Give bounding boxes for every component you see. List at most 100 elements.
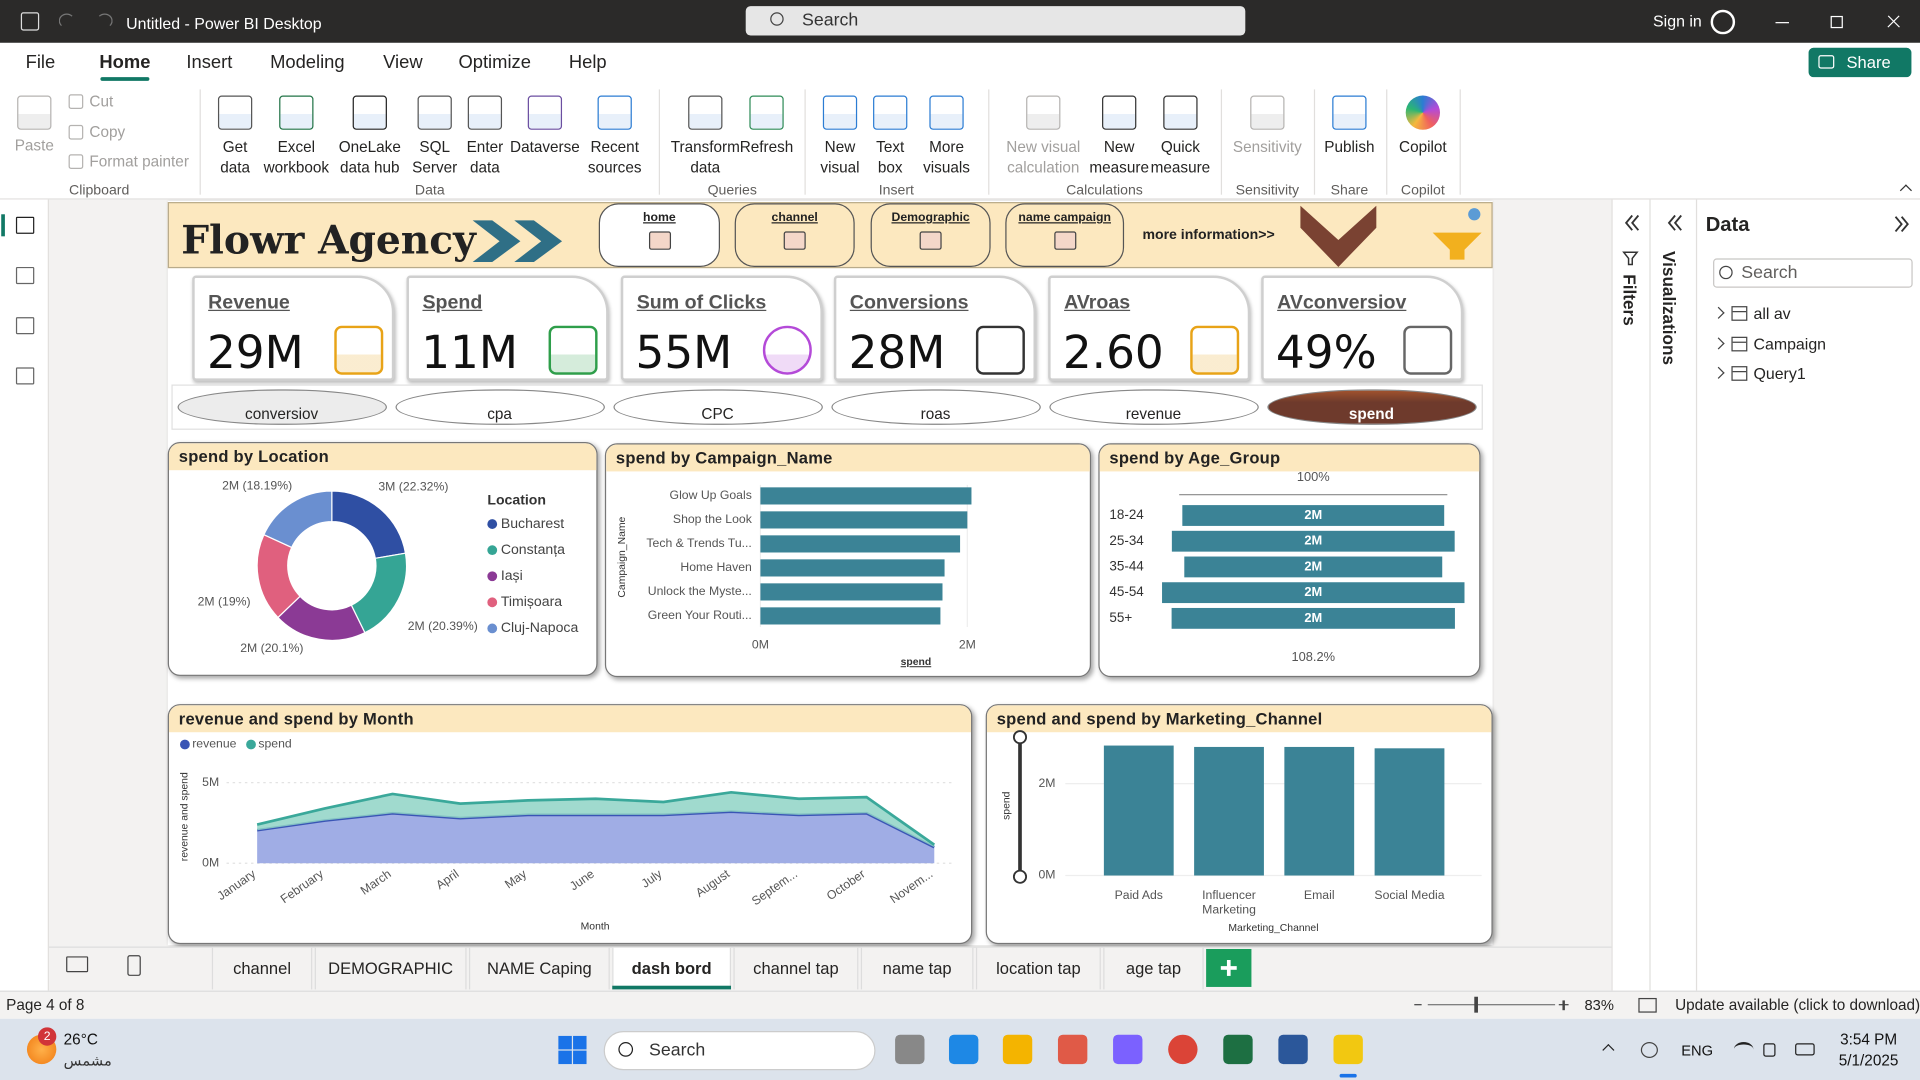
page-tab-label[interactable]: age tap [1125, 959, 1182, 978]
view-icon[interactable] [15, 216, 35, 234]
taskbar-search[interactable] [603, 1031, 876, 1071]
ribbon-button-label[interactable]: New measure [1089, 138, 1149, 177]
wifi-icon[interactable] [1733, 1042, 1754, 1057]
ribbon-icon[interactable] [417, 95, 452, 130]
menu-tab[interactable]: Modeling [270, 52, 345, 73]
nav-button-label[interactable]: home [643, 211, 676, 225]
data-search-box[interactable] [1713, 258, 1913, 288]
measure-button[interactable] [1049, 389, 1259, 425]
ribbon-icon[interactable] [1163, 95, 1198, 130]
clock-date[interactable]: 5/1/2025 [1838, 1051, 1899, 1069]
ribbon-icon[interactable] [822, 95, 858, 130]
page-tab-label[interactable]: name tap [882, 959, 952, 978]
ribbon-button-label[interactable]: More visuals [923, 138, 970, 177]
view-icon[interactable] [15, 266, 35, 285]
nav-button-label[interactable]: channel [771, 211, 818, 225]
page-tab[interactable] [1103, 947, 1204, 990]
start-logo[interactable] [573, 1050, 587, 1065]
taskbar-app[interactable] [1223, 1034, 1253, 1065]
page-tab-label[interactable]: channel tap [753, 959, 839, 978]
page-tab[interactable] [314, 947, 467, 990]
page-tab[interactable] [975, 947, 1101, 990]
page-tab[interactable] [211, 947, 313, 990]
table-name[interactable]: Query1 [1753, 364, 1806, 383]
ribbon-small-button[interactable]: Copy [89, 123, 126, 141]
taskbar-app[interactable] [948, 1034, 979, 1065]
nav-button-label[interactable]: name campaign [1018, 211, 1111, 225]
measure-button[interactable] [395, 389, 605, 425]
page-tab[interactable] [733, 947, 859, 990]
ribbon-button-label[interactable]: Dataverse [510, 138, 580, 156]
page-tab-label[interactable]: location tap [996, 959, 1081, 978]
ribbon-icon[interactable] [1102, 95, 1137, 130]
menu-tab[interactable]: File [25, 52, 56, 73]
ribbon-button-label[interactable]: Transform data [670, 138, 740, 177]
menu-tab[interactable]: Home [99, 52, 151, 73]
ribbon-button-label[interactable]: Copilot [1399, 138, 1447, 156]
title-search-box[interactable] [745, 6, 1246, 36]
fit-page-icon[interactable] [1638, 997, 1657, 1013]
page-tab[interactable] [468, 947, 610, 990]
zoom-thumb[interactable] [1474, 996, 1478, 1013]
ribbon-button-label[interactable]: Recent sources [587, 138, 642, 177]
menu-tab[interactable]: Optimize [458, 52, 531, 73]
more-info-link[interactable]: more information>> [1142, 227, 1275, 243]
taskbar-app[interactable] [1168, 1034, 1198, 1065]
start-logo[interactable] [573, 1035, 587, 1050]
taskbar-app[interactable] [1113, 1034, 1143, 1065]
ribbon-button-label[interactable]: SQL Server [412, 138, 458, 177]
ribbon-icon[interactable] [688, 95, 723, 130]
battery-icon[interactable] [1795, 1043, 1815, 1056]
update-notice[interactable]: Update available (click to download) [1675, 996, 1920, 1014]
taskbar-app[interactable] [895, 1034, 925, 1065]
input-language[interactable]: ENG [1681, 1042, 1714, 1060]
measure-button[interactable] [831, 389, 1041, 425]
zoom-out[interactable] [1414, 1004, 1422, 1006]
ribbon-icon[interactable] [873, 95, 908, 130]
view-icon[interactable] [15, 317, 35, 335]
ribbon-icon[interactable] [527, 95, 563, 130]
mobile-layout-icon[interactable] [127, 955, 141, 976]
measure-button[interactable] [613, 389, 823, 425]
ribbon-button-label[interactable]: Refresh [739, 138, 794, 156]
taskbar-app[interactable] [1002, 1034, 1033, 1065]
taskbar-app[interactable] [1278, 1034, 1308, 1065]
undo-icon[interactable] [58, 13, 75, 29]
ribbon-small-button[interactable]: Format painter [89, 153, 189, 171]
measure-button-label[interactable]: spend [1348, 405, 1394, 423]
account-icon[interactable] [1710, 9, 1736, 35]
share-button[interactable] [1808, 47, 1912, 78]
menu-tab[interactable]: Insert [186, 52, 233, 73]
ribbon-icon[interactable] [279, 95, 314, 130]
nav-button-label[interactable]: Demographic [891, 211, 970, 225]
table-name[interactable]: Campaign [1753, 334, 1827, 353]
page-tab[interactable] [860, 947, 974, 990]
menu-tab[interactable]: View [383, 52, 423, 73]
ribbon-icon[interactable] [352, 95, 387, 130]
measure-button-label[interactable]: conversiov [245, 405, 319, 423]
ribbon-button-label[interactable]: Enter data [466, 138, 504, 177]
ribbon-button-label[interactable]: Publish [1324, 138, 1375, 156]
ribbon-icon[interactable] [1405, 95, 1440, 130]
tray-icon[interactable] [1640, 1042, 1658, 1058]
redo-icon[interactable] [96, 13, 113, 29]
measure-button-label[interactable]: revenue [1125, 405, 1182, 423]
menu-tab[interactable]: Help [568, 52, 607, 73]
ribbon-icon[interactable] [217, 95, 253, 130]
ribbon-icon[interactable] [929, 95, 964, 130]
ribbon-button-label[interactable]: Text box [876, 138, 905, 177]
filters-pane[interactable] [1611, 199, 1649, 991]
minimize-button[interactable] [1775, 22, 1789, 24]
page-tab-label[interactable]: NAME Caping [487, 959, 592, 978]
ribbon-icon[interactable] [749, 95, 784, 130]
taskbar-app[interactable] [1057, 1034, 1088, 1065]
sign-in[interactable]: Sign in [1653, 11, 1702, 31]
ribbon-icon[interactable] [597, 95, 632, 130]
ribbon-button-label[interactable]: New visual [820, 138, 860, 177]
start-logo[interactable] [558, 1035, 572, 1050]
maximize-button[interactable] [1830, 15, 1843, 29]
ribbon-icon[interactable] [1332, 95, 1367, 130]
taskbar-app[interactable] [1333, 1034, 1363, 1065]
start-logo[interactable] [558, 1050, 572, 1065]
page-tab-label[interactable]: dash bord [631, 959, 712, 978]
